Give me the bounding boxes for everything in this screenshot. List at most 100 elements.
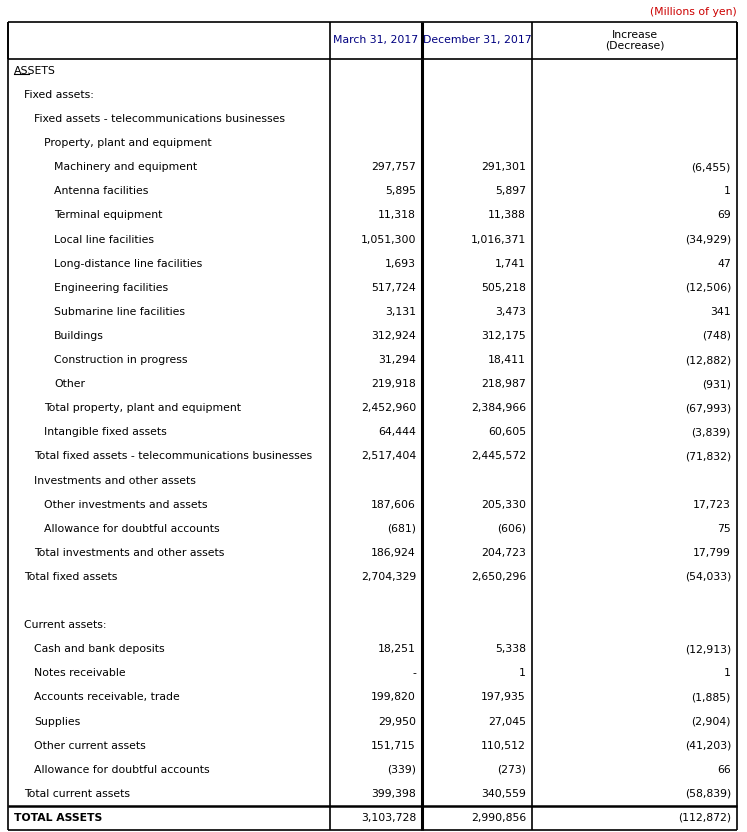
Text: Total investments and other assets: Total investments and other assets: [34, 547, 224, 558]
Text: 3,103,728: 3,103,728: [361, 813, 416, 823]
Text: Submarine line facilities: Submarine line facilities: [54, 307, 185, 317]
Text: 1: 1: [724, 668, 731, 678]
Text: March 31, 2017: March 31, 2017: [333, 35, 418, 45]
Text: 27,045: 27,045: [488, 716, 526, 726]
Text: 219,918: 219,918: [371, 379, 416, 389]
Text: (54,033): (54,033): [684, 572, 731, 582]
Text: 505,218: 505,218: [481, 283, 526, 293]
Text: 312,175: 312,175: [481, 331, 526, 341]
Text: (67,993): (67,993): [685, 404, 731, 414]
Text: (Millions of yen): (Millions of yen): [650, 7, 737, 17]
Text: 2,452,960: 2,452,960: [361, 404, 416, 414]
Text: Investments and other assets: Investments and other assets: [34, 476, 196, 486]
Text: (2,904): (2,904): [692, 716, 731, 726]
Text: Terminal equipment: Terminal equipment: [54, 210, 162, 220]
Text: (3,839): (3,839): [692, 428, 731, 438]
Text: (6,455): (6,455): [692, 162, 731, 172]
Text: Intangible fixed assets: Intangible fixed assets: [44, 428, 167, 438]
Text: 297,757: 297,757: [371, 162, 416, 172]
Text: 2,650,296: 2,650,296: [471, 572, 526, 582]
Text: Total current assets: Total current assets: [24, 789, 130, 799]
Text: TOTAL ASSETS: TOTAL ASSETS: [14, 813, 102, 823]
Text: Property, plant and equipment: Property, plant and equipment: [44, 138, 211, 148]
Text: Antenna facilities: Antenna facilities: [54, 186, 149, 196]
Text: Other investments and assets: Other investments and assets: [44, 500, 208, 510]
Text: 17,723: 17,723: [693, 500, 731, 510]
Text: Machinery and equipment: Machinery and equipment: [54, 162, 197, 172]
Text: 3,131: 3,131: [385, 307, 416, 317]
Text: (Decrease): (Decrease): [605, 40, 664, 50]
Text: 64,444: 64,444: [378, 428, 416, 438]
Text: 517,724: 517,724: [371, 283, 416, 293]
Text: Allowance for doubtful accounts: Allowance for doubtful accounts: [34, 765, 210, 775]
Text: December 31, 2017: December 31, 2017: [423, 35, 531, 45]
Text: 1: 1: [519, 668, 526, 678]
Text: (748): (748): [702, 331, 731, 341]
Text: 186,924: 186,924: [371, 547, 416, 558]
Text: 31,294: 31,294: [378, 355, 416, 365]
Text: 60,605: 60,605: [488, 428, 526, 438]
Text: (681): (681): [387, 524, 416, 534]
Text: Supplies: Supplies: [34, 716, 80, 726]
Text: 2,704,329: 2,704,329: [361, 572, 416, 582]
Text: 1: 1: [724, 186, 731, 196]
Text: Other current assets: Other current assets: [34, 740, 146, 750]
Text: 18,251: 18,251: [378, 644, 416, 654]
Text: Total fixed assets: Total fixed assets: [24, 572, 117, 582]
Text: 5,895: 5,895: [385, 186, 416, 196]
Text: Accounts receivable, trade: Accounts receivable, trade: [34, 692, 180, 702]
Text: 66: 66: [717, 765, 731, 775]
Text: (12,506): (12,506): [684, 283, 731, 293]
Text: 2,384,966: 2,384,966: [471, 404, 526, 414]
Text: ASSETS: ASSETS: [14, 66, 56, 76]
Text: (41,203): (41,203): [684, 740, 731, 750]
Text: 11,388: 11,388: [488, 210, 526, 220]
Text: 75: 75: [717, 524, 731, 534]
Text: Current assets:: Current assets:: [24, 620, 107, 630]
Text: 187,606: 187,606: [371, 500, 416, 510]
Text: (273): (273): [497, 765, 526, 775]
Text: (12,882): (12,882): [685, 355, 731, 365]
Text: (112,872): (112,872): [678, 813, 731, 823]
Text: 2,990,856: 2,990,856: [471, 813, 526, 823]
Text: (34,929): (34,929): [685, 235, 731, 245]
Text: (606): (606): [497, 524, 526, 534]
Text: (1,885): (1,885): [692, 692, 731, 702]
Text: 1,741: 1,741: [495, 259, 526, 269]
Text: 3,473: 3,473: [495, 307, 526, 317]
Text: Construction in progress: Construction in progress: [54, 355, 187, 365]
Text: 291,301: 291,301: [481, 162, 526, 172]
Text: 197,935: 197,935: [481, 692, 526, 702]
Text: Fixed assets - telecommunications businesses: Fixed assets - telecommunications busine…: [34, 114, 285, 124]
Text: Increase: Increase: [612, 31, 657, 41]
Text: 5,897: 5,897: [495, 186, 526, 196]
Text: 1,016,371: 1,016,371: [471, 235, 526, 245]
Text: (58,839): (58,839): [685, 789, 731, 799]
Text: (71,832): (71,832): [685, 452, 731, 462]
Text: Local line facilities: Local line facilities: [54, 235, 154, 245]
Text: Total fixed assets - telecommunications businesses: Total fixed assets - telecommunications …: [34, 452, 312, 462]
Text: 1,051,300: 1,051,300: [361, 235, 416, 245]
Text: Other: Other: [54, 379, 85, 389]
Text: 399,398: 399,398: [371, 789, 416, 799]
Text: 199,820: 199,820: [371, 692, 416, 702]
Text: -: -: [412, 668, 416, 678]
Text: (339): (339): [387, 765, 416, 775]
Text: 17,799: 17,799: [693, 547, 731, 558]
Text: 218,987: 218,987: [481, 379, 526, 389]
Text: 18,411: 18,411: [488, 355, 526, 365]
Text: 205,330: 205,330: [481, 500, 526, 510]
Text: 204,723: 204,723: [481, 547, 526, 558]
Text: Notes receivable: Notes receivable: [34, 668, 125, 678]
Text: 5,338: 5,338: [495, 644, 526, 654]
Text: Cash and bank deposits: Cash and bank deposits: [34, 644, 164, 654]
Text: 2,517,404: 2,517,404: [361, 452, 416, 462]
Text: 340,559: 340,559: [481, 789, 526, 799]
Text: Long-distance line facilities: Long-distance line facilities: [54, 259, 202, 269]
Text: 1,693: 1,693: [385, 259, 416, 269]
Text: 312,924: 312,924: [371, 331, 416, 341]
Text: Fixed assets:: Fixed assets:: [24, 90, 94, 100]
Text: Buildings: Buildings: [54, 331, 104, 341]
Text: 69: 69: [717, 210, 731, 220]
Text: Total property, plant and equipment: Total property, plant and equipment: [44, 404, 241, 414]
